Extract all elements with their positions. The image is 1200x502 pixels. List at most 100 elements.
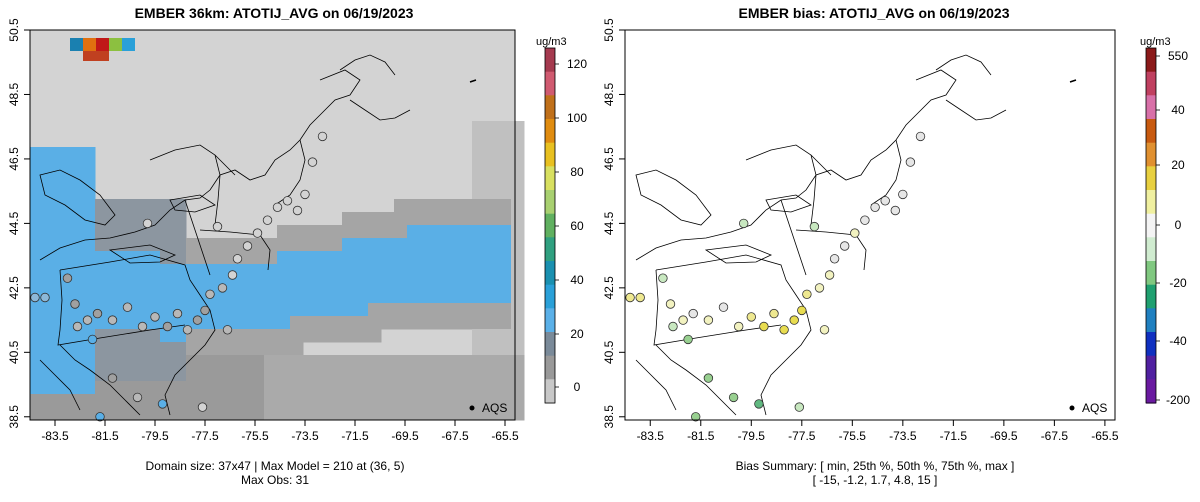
field-cell xyxy=(407,251,421,265)
field-cell xyxy=(368,290,382,304)
x-tick-label: -77.5 xyxy=(788,429,816,443)
field-cell xyxy=(472,329,486,343)
colorbar-segment xyxy=(545,355,555,380)
field-cell xyxy=(212,303,226,317)
site-point xyxy=(272,202,283,213)
field-cell xyxy=(160,381,174,395)
field-cell xyxy=(329,277,343,291)
x-tick-label: -65.5 xyxy=(1091,429,1119,443)
field-cell xyxy=(394,381,408,395)
field-cell xyxy=(238,316,252,330)
map-line xyxy=(745,144,832,176)
field-cell xyxy=(82,186,96,200)
field-cell xyxy=(30,160,44,174)
field-cell xyxy=(251,394,265,408)
field-cell xyxy=(485,407,499,421)
map-line xyxy=(653,269,782,346)
field-cell xyxy=(355,277,369,291)
field-cell xyxy=(160,225,174,239)
field-cell xyxy=(433,355,447,369)
field-cell xyxy=(342,277,356,291)
field-cell xyxy=(394,238,408,252)
field-cell xyxy=(43,342,57,356)
field-cell xyxy=(69,186,83,200)
field-cell xyxy=(134,225,148,239)
field-cell xyxy=(498,212,512,226)
site-point xyxy=(172,308,183,319)
field-cell xyxy=(316,225,330,239)
site-point xyxy=(728,392,739,403)
field-cell xyxy=(108,355,122,369)
map-line xyxy=(655,254,812,416)
field-cell xyxy=(303,407,317,421)
field-cell xyxy=(225,407,239,421)
field-cell xyxy=(342,368,356,382)
field-cell xyxy=(69,238,83,252)
field-cell xyxy=(238,290,252,304)
field-cell xyxy=(329,264,343,278)
site-point xyxy=(122,302,133,312)
field-cell xyxy=(251,264,265,278)
site-point xyxy=(890,205,901,216)
field-cell xyxy=(264,394,278,408)
site-point xyxy=(860,215,870,225)
plot-frame xyxy=(624,29,1116,421)
field-cell xyxy=(459,277,473,291)
model-field-background xyxy=(30,30,525,421)
field-cell xyxy=(485,264,499,278)
colorbar-segment xyxy=(545,48,555,73)
site-point xyxy=(850,228,860,238)
field-cell xyxy=(160,212,174,226)
field-cell xyxy=(121,394,135,408)
field-cell xyxy=(30,147,44,161)
field-cell xyxy=(498,342,512,356)
colorbar-tick-label: 40 xyxy=(570,273,584,287)
field-cell xyxy=(407,394,421,408)
colorbar-segment xyxy=(545,119,555,144)
field-cell xyxy=(446,199,460,213)
map-line xyxy=(635,359,677,411)
site-point xyxy=(62,273,73,283)
field-cell xyxy=(316,381,330,395)
field-cell xyxy=(121,238,135,252)
site-point xyxy=(307,157,318,167)
colorbar-frame xyxy=(1145,47,1157,404)
field-cell xyxy=(264,381,278,395)
field-cell xyxy=(472,407,486,421)
field-cell xyxy=(433,212,447,226)
field-cell xyxy=(238,329,252,343)
field-cell xyxy=(290,329,304,343)
colorbar-segment xyxy=(1146,355,1156,380)
field-cell xyxy=(498,147,512,161)
field-cell xyxy=(342,316,356,330)
field-cell xyxy=(498,303,512,317)
field-cell xyxy=(459,407,473,421)
field-cell xyxy=(316,251,330,265)
field-cell xyxy=(199,277,213,291)
field-cell xyxy=(251,329,265,343)
colorbar-segment xyxy=(1146,71,1156,96)
field-cell xyxy=(95,342,109,356)
site-point xyxy=(683,334,693,345)
field-cell xyxy=(511,316,525,330)
field-cell xyxy=(82,342,96,356)
field-cell xyxy=(30,303,44,317)
site-point xyxy=(794,402,805,412)
field-cell xyxy=(56,199,70,213)
field-cell xyxy=(381,381,395,395)
field-cell xyxy=(212,251,226,265)
field-cell xyxy=(69,368,83,382)
field-cell xyxy=(199,264,213,278)
field-cell xyxy=(199,251,213,265)
field-cell xyxy=(160,264,174,278)
field-cell xyxy=(56,251,70,265)
field-cell xyxy=(407,316,421,330)
field-cell xyxy=(381,407,395,421)
colorbar-segment xyxy=(1146,119,1156,144)
field-cell xyxy=(43,147,57,161)
field-cell xyxy=(121,316,135,330)
site-point xyxy=(87,334,98,345)
field-cell xyxy=(342,394,356,408)
field-cell xyxy=(446,264,460,278)
field-cell xyxy=(173,264,187,278)
